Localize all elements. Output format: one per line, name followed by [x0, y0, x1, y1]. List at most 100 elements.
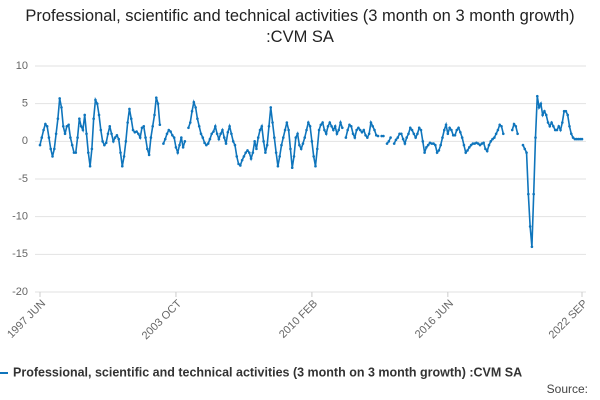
point — [208, 137, 212, 141]
point — [146, 147, 149, 151]
point — [201, 136, 205, 139]
point — [471, 142, 475, 145]
point — [103, 143, 106, 147]
x-tick-label: 2022 SEP — [547, 298, 591, 342]
point — [267, 124, 271, 128]
point — [219, 132, 222, 136]
point — [323, 128, 326, 132]
point — [135, 130, 138, 133]
point — [237, 162, 240, 166]
point — [312, 155, 315, 158]
point — [392, 142, 396, 145]
point — [40, 136, 44, 139]
y-tick-label: 5 — [22, 98, 28, 110]
point — [113, 136, 117, 139]
point — [534, 136, 537, 139]
point — [317, 128, 321, 132]
point — [328, 121, 332, 124]
point — [115, 134, 119, 137]
point — [271, 121, 274, 124]
point — [423, 151, 426, 154]
point — [425, 146, 428, 149]
point — [491, 137, 494, 141]
point — [156, 102, 160, 105]
point — [108, 124, 112, 128]
point — [442, 128, 446, 132]
point — [129, 117, 133, 121]
point — [256, 136, 260, 139]
point — [376, 134, 380, 138]
point — [264, 151, 267, 154]
point — [468, 146, 471, 149]
legend-label: Professional, scientific and technical a… — [13, 365, 522, 379]
point — [476, 142, 480, 145]
point — [493, 136, 496, 139]
point — [235, 155, 239, 158]
point — [221, 128, 224, 132]
point — [482, 141, 485, 145]
point — [510, 128, 514, 132]
point — [206, 142, 210, 145]
point — [348, 123, 351, 127]
point — [453, 134, 457, 137]
point — [315, 147, 319, 151]
point — [564, 109, 568, 113]
point — [63, 132, 67, 136]
point — [555, 128, 559, 132]
point — [362, 128, 366, 132]
point — [60, 106, 63, 109]
point — [459, 130, 462, 134]
point — [280, 143, 283, 147]
point — [559, 128, 562, 132]
point — [142, 124, 146, 128]
point — [451, 134, 455, 137]
point — [97, 113, 101, 117]
point — [117, 137, 121, 141]
point — [78, 117, 81, 121]
point — [45, 124, 49, 128]
point — [210, 132, 214, 136]
point — [439, 143, 442, 147]
source: Source: — [547, 382, 588, 396]
point — [131, 128, 135, 132]
point — [301, 142, 305, 145]
point — [394, 138, 398, 142]
point — [430, 142, 434, 145]
point — [149, 136, 153, 139]
point — [366, 136, 369, 139]
point — [92, 117, 95, 121]
series-line — [39, 96, 582, 247]
point — [276, 164, 280, 168]
point — [112, 140, 115, 143]
point — [70, 143, 74, 147]
point — [450, 128, 453, 132]
point — [110, 132, 113, 136]
point — [74, 151, 78, 154]
point — [333, 124, 337, 128]
point — [469, 143, 473, 147]
point — [79, 124, 83, 128]
point — [172, 136, 176, 139]
point — [222, 136, 226, 139]
point — [401, 137, 405, 141]
point — [464, 151, 468, 154]
point — [548, 124, 552, 128]
point — [310, 140, 314, 143]
point — [341, 126, 344, 130]
point — [575, 137, 578, 141]
point — [357, 126, 360, 130]
point — [205, 143, 208, 147]
point — [240, 158, 244, 162]
point — [566, 113, 569, 117]
point — [230, 132, 233, 136]
point — [296, 132, 299, 136]
point — [294, 136, 298, 139]
point — [101, 140, 104, 143]
point — [496, 128, 500, 132]
point — [274, 151, 278, 154]
point — [138, 136, 142, 139]
point — [194, 106, 197, 109]
point — [485, 149, 489, 153]
point — [437, 149, 441, 152]
point — [484, 147, 487, 151]
